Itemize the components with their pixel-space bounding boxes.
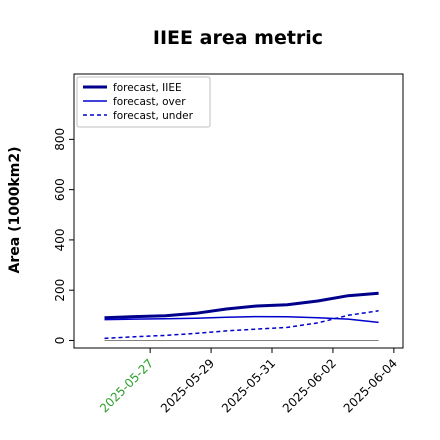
plot-area xyxy=(73,73,404,349)
series-line-forecast-over xyxy=(104,315,379,324)
y-axis-label: Area (1000km2) xyxy=(7,147,23,274)
y-tick-label: 800 xyxy=(53,128,67,151)
x-tick-label: 2025-05-27 xyxy=(97,356,156,415)
x-tick-label: 2025-05-29 xyxy=(158,356,217,415)
x-tick-label: 2025-06-04 xyxy=(341,356,400,415)
y-axis: 0 200 400 600 800 xyxy=(53,128,74,344)
legend-label: forecast, over xyxy=(113,96,186,108)
legend-label: forecast, IIEE xyxy=(113,82,182,94)
series-line-forecast-iiee xyxy=(104,291,379,320)
x-tick-label: 2025-05-31 xyxy=(219,356,278,415)
x-axis: 2025-05-27 2025-05-29 2025-05-31 2025-06-02… xyxy=(97,348,400,415)
legend: forecast, IIEE forecast, over forecast, un… xyxy=(76,76,211,128)
y-tick-label: 600 xyxy=(53,178,67,201)
series-line-forecast-under xyxy=(104,310,379,340)
chart-title: IIEE area metric xyxy=(153,27,323,49)
y-tick-label: 400 xyxy=(53,228,67,251)
y-tick-label: 200 xyxy=(53,279,67,302)
plot-frame xyxy=(73,73,404,349)
y-tick-label: 0 xyxy=(53,337,67,345)
legend-label: forecast, under xyxy=(113,110,194,122)
x-tick-label: 2025-06-02 xyxy=(280,356,339,415)
legend-box xyxy=(76,76,211,128)
